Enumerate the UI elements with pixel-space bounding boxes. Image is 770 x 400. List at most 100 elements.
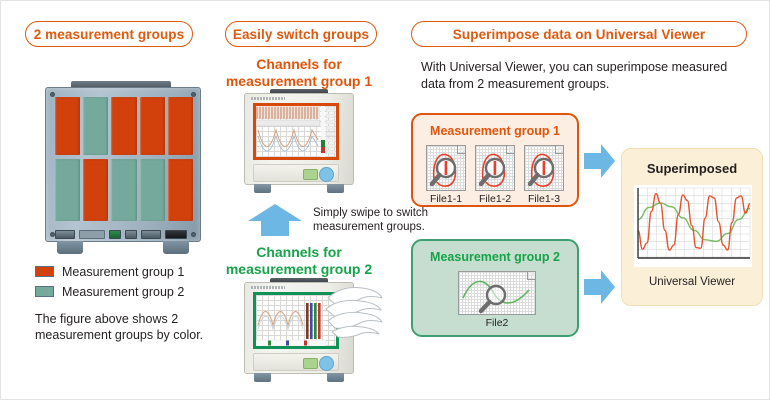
section-pill-measurement-groups: 2 measurement groups <box>25 21 193 47</box>
swiping-hand-icon <box>322 282 384 342</box>
chart-series <box>637 192 751 251</box>
recorder-screen-group1 <box>253 103 339 160</box>
file-label: File1-2 <box>478 193 512 205</box>
measurement-group2-box: Measurement group 2 File2 <box>411 239 579 337</box>
group1-title: Measurement group 1 <box>430 124 560 138</box>
swipe-up-arrow-icon <box>244 203 306 237</box>
universal-viewer-intro: With Universal Viewer, you can superimpo… <box>421 60 728 91</box>
rack-module <box>83 159 109 221</box>
recorder-button-blue[interactable] <box>319 167 334 182</box>
recorder-feet <box>244 373 354 383</box>
heading-channels-group1: Channels for measurement group 1 <box>225 56 373 89</box>
legend-label-group1: Measurement group 1 <box>62 264 185 279</box>
group2-title: Measurement group 2 <box>430 250 560 264</box>
brand-logo <box>251 286 285 289</box>
recorder-device-group1 <box>244 89 354 194</box>
recorder-foot <box>254 373 271 382</box>
rack-module <box>167 97 194 155</box>
file-label: File1-3 <box>527 193 561 205</box>
recorder-foot <box>327 184 344 193</box>
universal-viewer-caption: Universal Viewer <box>648 276 736 288</box>
waveform-and-magnifier-icon <box>429 153 457 187</box>
screen-waveform-group2 <box>256 303 327 346</box>
pill-right-label: Superimpose data on Universal Viewer <box>452 26 706 42</box>
section-pill-switch-groups: Easily switch groups <box>225 21 377 47</box>
measurement-group1-box: Measurement group 1 File1-1 <box>411 113 579 207</box>
connector-icon <box>55 229 75 239</box>
screen-grid <box>256 295 336 346</box>
screw-icon <box>50 92 55 97</box>
rack-feet <box>45 241 201 255</box>
file-thumbnail <box>426 145 466 191</box>
rack-connector-row <box>55 227 193 241</box>
superimposed-title: Superimposed <box>646 161 738 176</box>
recorder-feet <box>244 184 354 194</box>
rack-module <box>83 97 109 155</box>
recorder-button-green[interactable] <box>303 358 318 369</box>
arrow-right-icon-group1 <box>584 143 616 184</box>
pill-left-label: 2 measurement groups <box>33 26 185 42</box>
screw-icon <box>191 232 196 237</box>
rack-slot-area <box>55 97 194 222</box>
file-card[interactable]: File1-2 <box>475 145 515 205</box>
recorder-screen-group2 <box>253 292 339 349</box>
recorder-case <box>244 93 354 185</box>
waveform-and-magnifier-icon <box>462 280 530 314</box>
arrow-right-icon-group2 <box>584 269 616 310</box>
legend-swatch-group1 <box>35 266 54 277</box>
rack-module <box>55 97 81 155</box>
brand-logo <box>251 97 285 100</box>
file-card[interactable]: File1-3 <box>524 145 564 205</box>
section-pill-superimpose: Superimpose data on Universal Viewer <box>411 21 747 47</box>
screw-icon <box>191 92 196 97</box>
recorder-button-blue[interactable] <box>319 356 334 371</box>
rack-chassis <box>45 87 201 242</box>
superimposed-chart <box>634 185 752 267</box>
connector-blank <box>79 229 105 239</box>
recorder-handle <box>270 89 328 94</box>
connector-icon <box>109 229 121 239</box>
legend: Measurement group 1 Measurement group 2 <box>35 263 225 303</box>
rack-row-top <box>55 97 194 155</box>
connector-icon <box>165 229 187 239</box>
page-fold-icon <box>506 146 514 154</box>
file-card[interactable]: File2 <box>458 271 536 329</box>
rack-module <box>167 159 194 221</box>
legend-item: Measurement group 1 <box>35 263 225 280</box>
recorder-handle <box>270 278 328 283</box>
superimposed-panel: Superimposed Universal Viewer <box>621 148 763 306</box>
rack-module <box>111 159 137 221</box>
recorder-control-panel <box>253 164 339 182</box>
screen-waveform-group1 <box>256 106 336 157</box>
rack-foot <box>57 241 83 254</box>
measurement-rack-unit <box>43 81 203 256</box>
file-thumbnail <box>524 145 564 191</box>
chart-canvas <box>637 187 751 259</box>
recorder-button-green[interactable] <box>303 169 318 180</box>
recorder-foot <box>254 184 271 193</box>
rack-row-bottom <box>55 159 194 221</box>
file-label: File2 <box>485 317 509 329</box>
rack-module <box>139 97 165 155</box>
recorder-foot <box>327 373 344 382</box>
chart-series <box>637 202 751 243</box>
file-card[interactable]: File1-1 <box>426 145 466 205</box>
page-fold-icon <box>457 146 465 154</box>
waveform-and-magnifier-icon <box>527 153 555 187</box>
pill-mid-label: Easily switch groups <box>232 26 370 42</box>
legend-label-group2: Measurement group 2 <box>62 284 185 299</box>
heading-channels-group2: Channels for measurement group 2 <box>225 244 373 277</box>
connector-icon <box>141 229 161 239</box>
legend-item: Measurement group 2 <box>35 283 225 300</box>
rack-module <box>111 97 137 155</box>
rack-foot <box>163 241 189 254</box>
swipe-instruction-note: Simply swipe to switch measurement group… <box>313 207 429 233</box>
file-label: File1-1 <box>429 193 463 205</box>
file-thumbnail <box>475 145 515 191</box>
page-fold-icon <box>527 272 535 280</box>
waveform-and-magnifier-icon <box>478 153 506 187</box>
screw-icon <box>50 232 55 237</box>
connector-icon <box>125 229 137 239</box>
file-thumbnail <box>458 271 536 315</box>
